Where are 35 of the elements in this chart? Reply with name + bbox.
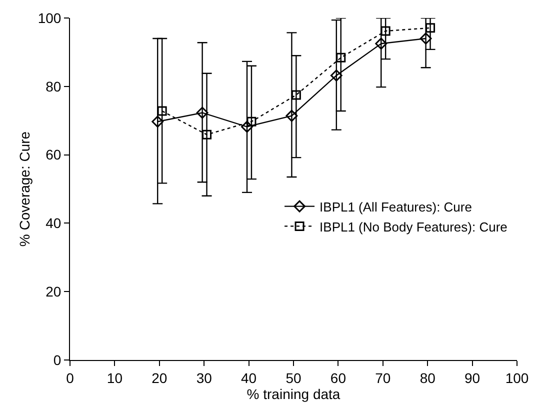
y-tick-label: 20 xyxy=(46,284,62,300)
point xyxy=(291,90,301,100)
x-tick-label: 100 xyxy=(505,370,529,386)
point xyxy=(157,106,167,116)
point xyxy=(152,116,164,128)
point xyxy=(375,38,388,50)
y-tick-label: 40 xyxy=(46,215,62,232)
y-axis-title: % Coverage: Cure xyxy=(16,131,32,247)
point xyxy=(202,130,212,140)
y-tick-label: 0 xyxy=(53,352,62,368)
point xyxy=(420,32,432,44)
x-tick-label: 10 xyxy=(106,370,123,386)
y-tick-label: 100 xyxy=(38,10,62,26)
x-tick-label: 30 xyxy=(196,370,212,386)
point xyxy=(336,52,346,62)
legend-label: IBPL1 (All Features): Cure xyxy=(320,199,472,214)
point xyxy=(330,70,342,82)
point xyxy=(426,23,436,33)
x-tick-label: 20 xyxy=(152,370,168,386)
legend-label: IBPL1 (No Body Features): Cure xyxy=(320,219,508,234)
point xyxy=(241,120,253,133)
y-tick-label: 60 xyxy=(46,146,62,163)
x-tick-label: 80 xyxy=(420,370,436,386)
x-tick-label: 40 xyxy=(241,370,257,386)
y-tick-label: 80 xyxy=(46,78,62,94)
x-tick-label: 90 xyxy=(464,370,480,386)
x-axis-title: % training data xyxy=(246,386,340,402)
x-tick-label: 0 xyxy=(66,370,74,386)
point xyxy=(380,26,390,36)
x-tick-label: 60 xyxy=(330,370,346,386)
point xyxy=(196,106,208,119)
x-tick-label: 50 xyxy=(286,370,302,386)
point xyxy=(246,116,256,126)
x-tick-label: 70 xyxy=(375,370,391,386)
point xyxy=(286,110,298,122)
